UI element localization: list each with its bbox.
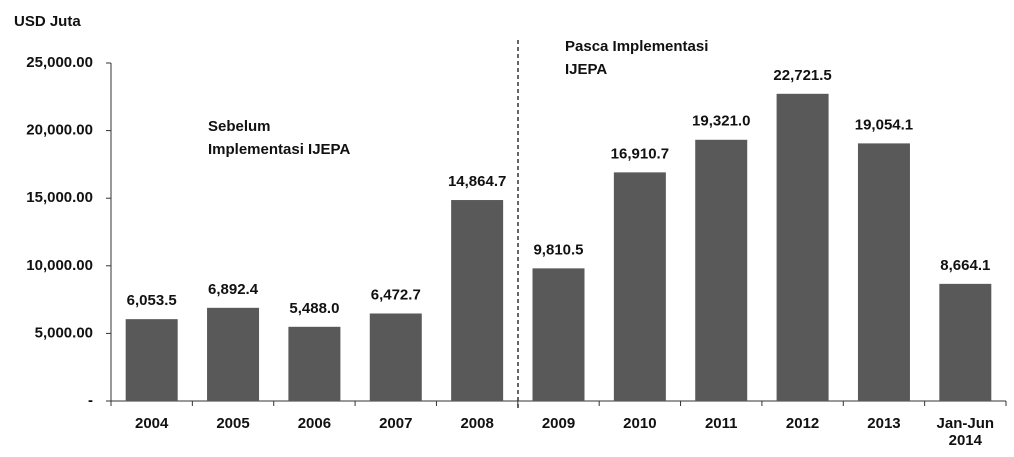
bar [207,307,260,401]
y-tick-label: 20,000.00 [26,122,93,139]
x-tick-label: 2007 [379,415,413,432]
value-label: 16,910.7 [611,145,669,162]
bar [369,313,422,401]
bar [939,283,992,401]
annotation: Implementasi IJEPA [208,141,350,158]
value-label: 22,721.5 [773,67,831,84]
bar [613,172,666,401]
x-tick-label: 2010 [623,415,657,432]
bar [776,93,829,401]
x-tick-label: 2012 [785,415,820,432]
value-label: 8,664.1 [940,257,990,274]
y-tick-label: 25,000.00 [26,54,93,71]
y-tick-label: 10,000.00 [26,257,93,274]
x-tick-label: Jan-Jun 2014 [936,415,995,449]
x-tick-label: 2005 [216,415,250,432]
bar [288,326,341,401]
y-axis-label: USD Juta [14,13,81,30]
y-tick-label: 15,000.00 [26,189,93,206]
y-tick-label: 5,000.00 [35,324,93,341]
value-label: 6,892.4 [208,281,259,298]
bar [125,319,178,401]
annotation: Pasca Implementasi [565,38,708,55]
value-label: 19,321.0 [692,113,750,130]
value-label: 19,054.1 [855,116,913,133]
value-label: 9,810.5 [533,241,583,258]
y-tick-label: - [88,392,93,409]
value-label: 5,488.0 [289,300,339,317]
value-label: 6,053.5 [127,292,177,309]
value-label: 14,864.7 [448,173,506,190]
x-tick-label: 2004 [134,415,169,432]
bar [857,143,910,402]
bar [695,139,748,401]
value-label: 6,472.7 [371,286,421,303]
annotation: Sebelum [208,118,271,135]
x-tick-label: 2009 [541,415,576,432]
x-tick-label: 2008 [460,415,494,432]
bar [532,268,585,401]
x-tick-label: 2013 [867,415,901,432]
x-tick-label: 2011 [704,415,738,432]
bar [451,200,504,401]
x-tick-label: 2006 [297,415,332,432]
annotation: IJEPA [565,61,607,78]
